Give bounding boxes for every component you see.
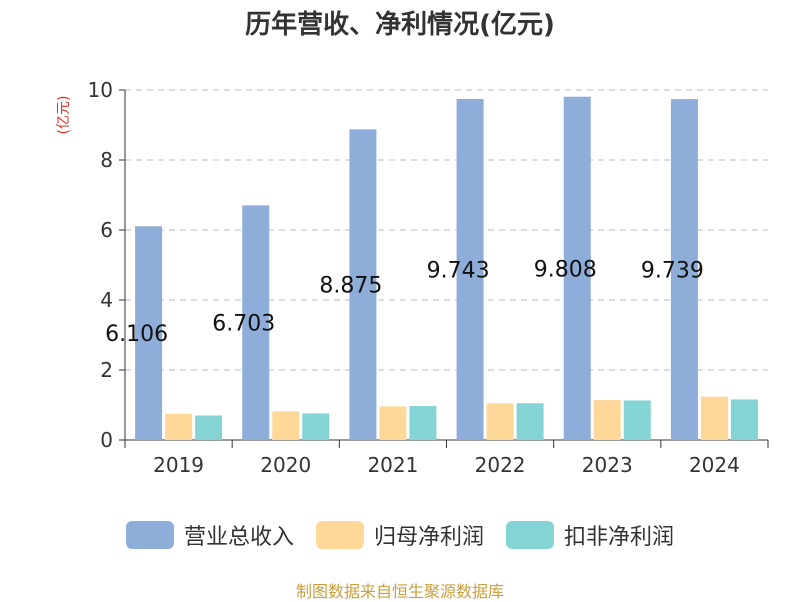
bar-2-2022 xyxy=(486,403,514,440)
bar-2-2021 xyxy=(379,406,407,440)
x-tick-label: 2024 xyxy=(689,453,740,477)
y-tick-label: 10 xyxy=(88,78,113,102)
data-label: 6.703 xyxy=(212,312,275,337)
bar-3-2022 xyxy=(516,403,544,440)
bar-3-2021 xyxy=(409,406,437,440)
legend-label-deducted-net-profit: 扣非净利润 xyxy=(564,525,675,550)
bar-2-2019 xyxy=(165,413,193,440)
legend-item-net-profit[interactable]: 归母净利润 xyxy=(315,519,484,551)
x-tick-label: 2021 xyxy=(367,453,418,477)
legend-label-net-profit: 归母净利润 xyxy=(373,525,484,550)
y-tick-label: 8 xyxy=(100,148,113,172)
chart-legend: 营业总收入 归母净利润 扣非净利润 xyxy=(0,519,800,551)
bar-2-2023 xyxy=(593,400,621,440)
y-tick-label: 0 xyxy=(100,428,113,452)
y-tick-label: 2 xyxy=(100,358,113,382)
bar-3-2020 xyxy=(302,413,330,440)
y-tick-label: 6 xyxy=(100,218,113,242)
legend-swatch-deducted-net-profit xyxy=(506,521,554,549)
bar-2-2024 xyxy=(700,396,728,440)
legend-swatch-revenue xyxy=(125,521,174,549)
bar-3-2023 xyxy=(623,400,651,440)
source-note: 制图数据来自恒生聚源数据库 xyxy=(295,582,504,601)
chart-title: 历年营收、净利情况(亿元) xyxy=(245,10,555,40)
bar-1-2021 xyxy=(349,129,377,440)
data-label: 8.875 xyxy=(319,274,382,299)
data-label: 9.739 xyxy=(641,259,704,284)
data-label: 6.106 xyxy=(105,322,168,347)
bar-1-2020 xyxy=(242,205,270,440)
x-tick-label: 2019 xyxy=(153,453,204,477)
legend-label-revenue: 营业总收入 xyxy=(183,525,294,550)
x-tick-label: 2020 xyxy=(260,453,311,477)
legend-swatch-net-profit xyxy=(315,521,364,549)
bar-2-2020 xyxy=(272,411,300,440)
bar-3-2019 xyxy=(195,415,223,440)
bar-1-2023 xyxy=(563,96,591,440)
y-axis-label: (亿元) xyxy=(56,96,72,135)
x-tick-label: 2022 xyxy=(475,453,526,477)
legend-item-revenue[interactable]: 营业总收入 xyxy=(125,519,294,551)
bar-3-2024 xyxy=(730,399,758,440)
x-tick-label: 2023 xyxy=(582,453,633,477)
legend-item-deducted-net-profit[interactable]: 扣非净利润 xyxy=(506,519,674,551)
bar-1-2024 xyxy=(670,99,698,440)
y-tick-label: 4 xyxy=(100,288,113,312)
data-label: 9.808 xyxy=(534,257,597,282)
bar-1-2019 xyxy=(135,226,163,440)
bar-1-2022 xyxy=(456,98,484,441)
data-label: 9.743 xyxy=(427,258,490,283)
